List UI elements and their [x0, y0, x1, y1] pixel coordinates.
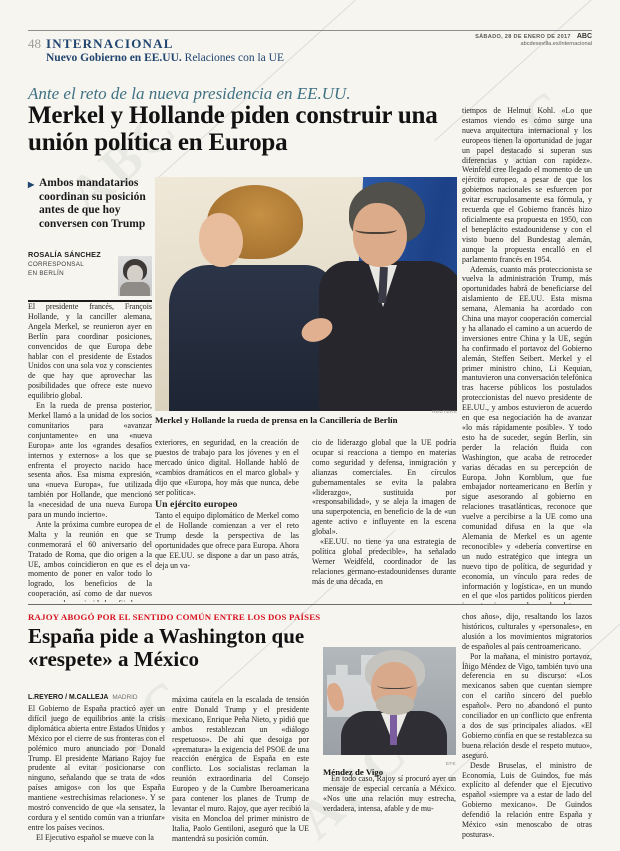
merkel-face [199, 213, 243, 267]
body-paragraph: Tanto el equipo diplomático de Merkel co… [155, 511, 299, 570]
photo-credit: REUTERS [432, 409, 457, 414]
bullet-arrow-icon: ▶ [28, 180, 35, 189]
header-rule [28, 30, 592, 31]
body-paragraph: Ante la próxima cumbre europea de Malta … [28, 519, 152, 602]
body-paragraph: cio de liderazgo global que la UE podría… [312, 438, 456, 537]
section-title: INTERNACIONAL [46, 36, 174, 51]
body-paragraph: En la rueda de prensa posterior, Merkel … [28, 401, 152, 520]
second-headline: España pide a Washington que «respete» a… [28, 624, 305, 671]
section-divider [28, 604, 592, 605]
body-paragraph: El Gobierno de España practicó ayer un d… [28, 704, 165, 832]
hollande-glasses [355, 223, 397, 234]
main-headline: Merkel y Hollande piden construir una un… [28, 102, 438, 156]
dateline: SÁBADO, 28 DE ENERO DE 2017 ABC abcdesevi… [475, 33, 592, 48]
main-photo: ★ [155, 177, 457, 411]
mendez-glasses [377, 680, 413, 689]
main-photo-caption: REUTERS Merkel y Hollande la rueda de pr… [155, 409, 457, 425]
author-photo [118, 256, 152, 296]
caption-text: Méndez de Vigo [323, 767, 384, 777]
summary-text: Ambos mandatarios coordinan su posición … [39, 177, 146, 230]
body-paragraph: «EE.UU. no tiene ya una estrategia de po… [312, 537, 456, 586]
author-block: ROSALÍA SÁNCHEZ CORRESPONSAL EN BERLÍN [28, 250, 152, 302]
mendez-photo-caption: EFE Méndez de Vigo [323, 761, 456, 777]
masthead: 48 INTERNACIONAL [28, 35, 174, 53]
mendez-photo [323, 647, 456, 755]
hollande-face [353, 203, 407, 267]
photo-credit: EFE [445, 761, 456, 766]
second-kicker: RAJOY ABOGÓ POR EL SENTIDO COMÚN ENTRE L… [28, 612, 321, 622]
main-column-4: tiempos de Helmut Kohl. «Lo que estamos … [462, 106, 592, 604]
caption-text: Merkel y Hollande la rueda de prensa en … [155, 415, 398, 425]
body-paragraph: máxima cautela en la escalada de tensión… [172, 695, 309, 843]
second-column-1: El Gobierno de España practicó ayer un d… [28, 704, 165, 846]
subsection-topic: Nuevo Gobierno en EE.UU. [46, 52, 182, 64]
second-column-3: En todo caso, Rajoy sí procuró ayer un m… [323, 774, 456, 844]
body-paragraph: El Ejecutivo español se mueve con la [36, 832, 154, 842]
author-role: CORRESPONSAL [28, 261, 85, 268]
mendez-tie [390, 715, 397, 745]
body-paragraph: tiempos de Helmut Kohl. «Lo que estamos … [462, 106, 592, 264]
second-column-2: máxima cautela en la escalada de tensión… [172, 695, 309, 846]
body-paragraph: El presidente francés, François Hollande… [28, 302, 152, 401]
main-summary: ▶ Ambos mandatarios coordinan su posición… [28, 177, 165, 231]
second-column-4: chos años», dijo, resaltando los lazos h… [462, 612, 592, 844]
site-url: abcdesevilla.es/internacional [520, 41, 592, 47]
page-number: 48 [28, 36, 41, 51]
second-byline: L.REYERO / M.CALLEJA MADRID [28, 694, 138, 701]
body-paragraph: Además, cuanto más proteccionista se vue… [462, 264, 592, 605]
subsection-detail: Relaciones con la UE [181, 52, 284, 64]
main-column-2: exteriores, en seguridad, en la creación… [155, 438, 299, 604]
byline-authors: L.REYERO / M.CALLEJA [28, 694, 109, 701]
body-paragraph: exteriores, en seguridad, en la creación… [155, 438, 299, 497]
author-role: EN BERLÍN [28, 270, 64, 277]
byline-city: MADRID [112, 694, 138, 701]
body-paragraph: chos años», dijo, resaltando los lazos h… [462, 612, 592, 651]
author-name: ROSALÍA SÁNCHEZ [28, 250, 101, 259]
author-photo-face [127, 265, 143, 283]
body-paragraph: Por la mañana, el ministro portavoz, Íñi… [462, 651, 592, 760]
main-column-1: El presidente francés, François Hollande… [28, 302, 152, 602]
main-kicker: Ante el reto de la nueva presidencia en … [28, 84, 351, 103]
date-text: SÁBADO, 28 DE ENERO DE 2017 [475, 34, 571, 40]
mendez-beard [376, 695, 414, 715]
subhead: Un ejército europeo [155, 499, 238, 511]
main-column-3: cio de liderazgo global que la UE podría… [312, 438, 456, 604]
brand-logo: ABC [576, 33, 592, 40]
body-paragraph: Desde Bruselas, el ministro de Economía,… [462, 760, 592, 839]
body-paragraph: En todo caso, Rajoy sí procuró ayer un m… [323, 774, 456, 813]
subsection: Nuevo Gobierno en EE.UU. Relaciones con … [46, 52, 284, 64]
author-photo-body [120, 282, 150, 296]
